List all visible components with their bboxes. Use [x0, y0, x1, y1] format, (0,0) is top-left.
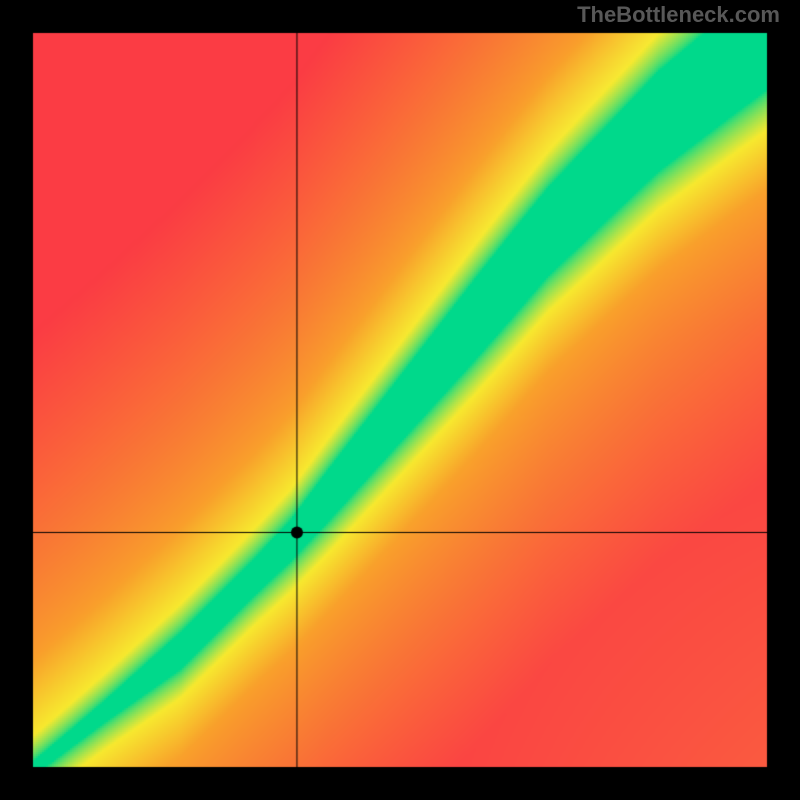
chart-container: TheBottleneck.com	[0, 0, 800, 800]
watermark-text: TheBottleneck.com	[577, 2, 780, 28]
bottleneck-heatmap	[0, 0, 800, 800]
